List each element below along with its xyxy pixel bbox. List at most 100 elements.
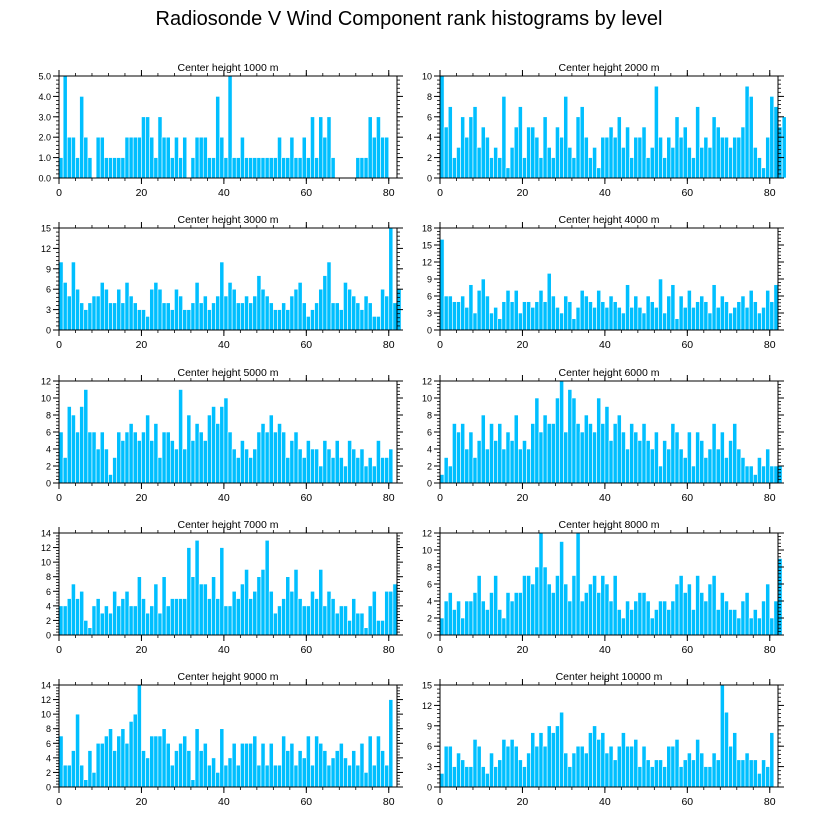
histogram-bar bbox=[301, 757, 307, 788]
histogram-bar bbox=[728, 745, 733, 788]
panel-frame bbox=[58, 227, 398, 331]
histogram-bar bbox=[530, 732, 536, 788]
histogram-bar bbox=[480, 766, 486, 788]
histogram-bar bbox=[724, 600, 729, 636]
y-tick-label: 0 bbox=[46, 783, 51, 793]
histogram-bar bbox=[273, 157, 278, 179]
histogram-bar bbox=[489, 592, 494, 636]
histogram-bar bbox=[87, 302, 93, 331]
histogram-bar bbox=[178, 389, 183, 484]
histogram-bar bbox=[211, 302, 216, 331]
histogram-bar bbox=[264, 295, 270, 331]
histogram-bar bbox=[338, 742, 344, 788]
histogram-bar bbox=[485, 448, 490, 484]
histogram-bar bbox=[555, 397, 560, 484]
histogram-bar bbox=[66, 136, 72, 179]
histogram-bar bbox=[666, 295, 672, 331]
x-tick-label: 60 bbox=[300, 492, 312, 504]
histogram-bar bbox=[268, 157, 274, 179]
histogram-bar bbox=[534, 136, 540, 179]
histogram-bar bbox=[740, 457, 746, 484]
histogram-bar bbox=[388, 227, 394, 331]
y-tick-label: 0 bbox=[46, 631, 51, 641]
histogram-bar bbox=[66, 764, 72, 788]
histogram-bar bbox=[334, 612, 340, 636]
x-tick-label: 60 bbox=[300, 339, 312, 351]
histogram-bar bbox=[719, 431, 725, 484]
histogram-bar bbox=[260, 569, 266, 636]
histogram-bar bbox=[355, 302, 361, 331]
histogram-bar bbox=[633, 739, 639, 788]
histogram-bar bbox=[87, 157, 93, 179]
histogram-bar bbox=[513, 592, 519, 636]
histogram-bar bbox=[468, 431, 474, 484]
histogram-bar bbox=[447, 106, 453, 179]
histogram-bar bbox=[538, 532, 544, 636]
histogram-bar bbox=[456, 301, 461, 331]
histogram-bar bbox=[285, 457, 291, 484]
histogram-bar bbox=[699, 752, 705, 788]
histogram-bar bbox=[724, 711, 729, 788]
histogram-bar bbox=[116, 735, 122, 788]
histogram-bar bbox=[252, 448, 258, 484]
histogram-bar bbox=[112, 590, 118, 636]
histogram-bar bbox=[452, 766, 457, 788]
histogram-bar bbox=[596, 592, 602, 636]
x-tick-label: 0 bbox=[56, 187, 62, 199]
histogram-bar bbox=[670, 284, 676, 331]
histogram-bar bbox=[326, 764, 332, 788]
histogram-bar bbox=[781, 116, 787, 179]
y-tick-label: 14 bbox=[41, 529, 51, 539]
histogram-bar bbox=[273, 612, 278, 636]
histogram-bar bbox=[542, 116, 548, 179]
x-tick-label: 60 bbox=[300, 796, 312, 808]
histogram-bar bbox=[460, 617, 466, 636]
histogram-bar bbox=[157, 288, 163, 331]
histogram-bar bbox=[645, 440, 651, 484]
x-tick-label: 0 bbox=[437, 492, 443, 504]
histogram-bar bbox=[769, 732, 775, 788]
histogram-bar bbox=[464, 766, 470, 788]
histogram-bar bbox=[447, 592, 453, 636]
histogram-bar bbox=[670, 423, 676, 484]
page-title: Radiosonde V Wind Component rank histogr… bbox=[155, 8, 663, 30]
histogram-bar bbox=[202, 295, 208, 331]
histogram-bar bbox=[120, 598, 126, 636]
histogram-bar bbox=[58, 431, 64, 484]
histogram-bar bbox=[91, 772, 97, 788]
histogram-bar bbox=[351, 750, 357, 788]
histogram-bar bbox=[83, 309, 89, 331]
histogram-bar bbox=[248, 157, 254, 179]
y-tick-label: 2 bbox=[427, 462, 432, 472]
histogram-bar bbox=[194, 423, 200, 484]
histogram-bar bbox=[363, 465, 369, 484]
x-tick-label: 20 bbox=[136, 187, 148, 199]
histogram-bar bbox=[376, 620, 381, 636]
histogram-bar bbox=[297, 282, 303, 331]
histogram-bar bbox=[480, 414, 486, 484]
histogram-bar bbox=[616, 307, 622, 331]
histogram-bar bbox=[769, 96, 775, 179]
histogram-bar bbox=[559, 312, 564, 331]
histogram-bar bbox=[662, 600, 668, 636]
histogram-bar bbox=[211, 406, 216, 484]
histogram-bar bbox=[359, 157, 365, 179]
histogram-bar bbox=[769, 301, 775, 331]
histogram-bar bbox=[695, 106, 700, 179]
histogram-bar bbox=[211, 576, 216, 636]
histogram-bar bbox=[277, 764, 282, 788]
histogram-bar bbox=[567, 147, 573, 179]
histogram-bar bbox=[703, 136, 709, 179]
y-tick-label: 3 bbox=[46, 305, 51, 315]
panel-frame bbox=[58, 684, 398, 788]
histogram-bar bbox=[773, 106, 779, 179]
histogram-bar bbox=[260, 742, 266, 788]
y-tick-label: 5.0 bbox=[38, 72, 51, 82]
histogram-bar bbox=[256, 275, 262, 331]
histogram-bar bbox=[384, 590, 390, 636]
y-tick-label: 4.0 bbox=[38, 92, 51, 102]
histogram-bar bbox=[384, 295, 390, 331]
histogram-bar bbox=[338, 457, 344, 484]
histogram-bar bbox=[227, 431, 233, 484]
